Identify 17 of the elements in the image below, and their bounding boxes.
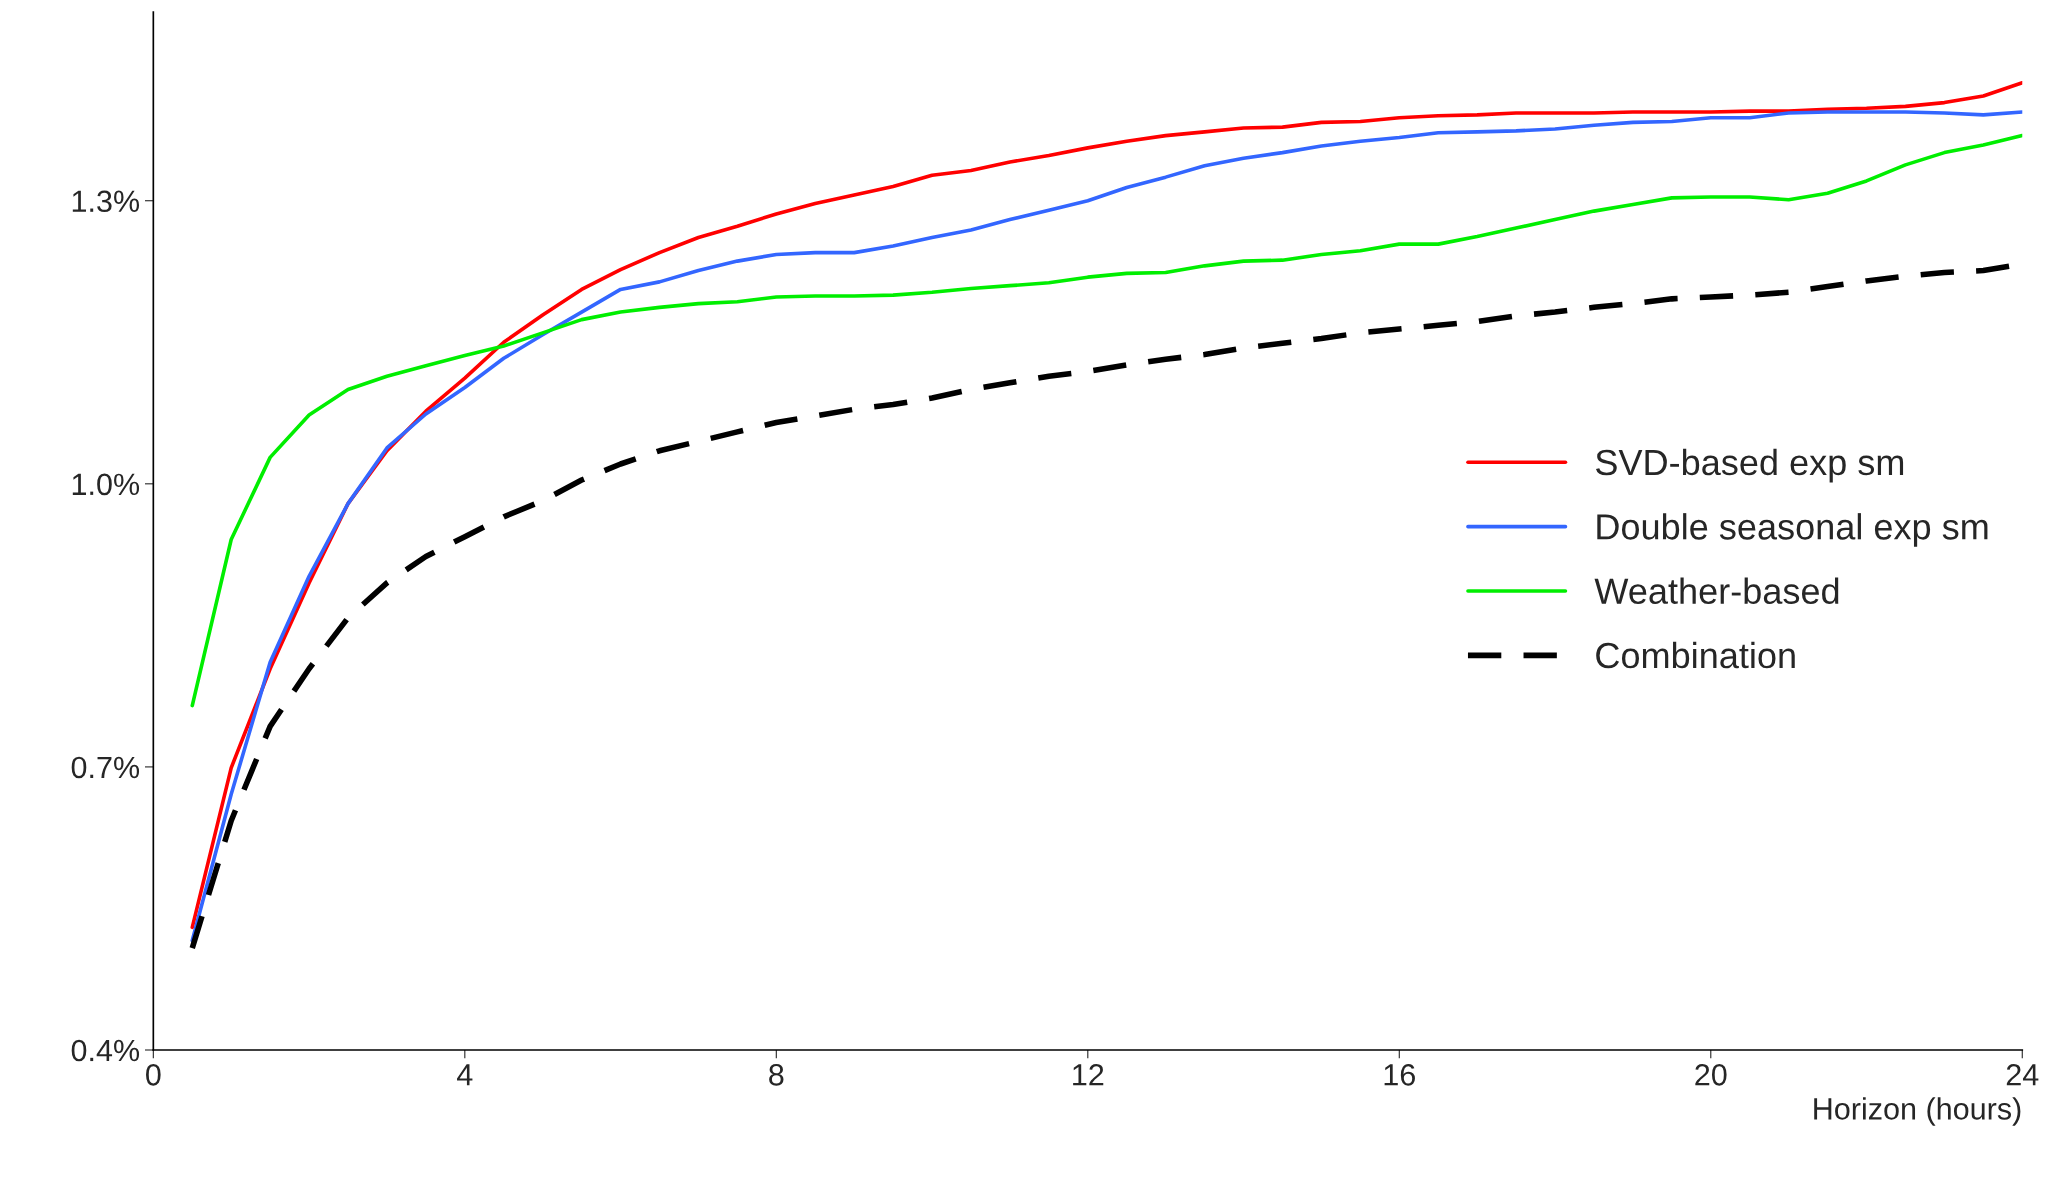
y-tick-label: 1.0% [72, 473, 140, 496]
x-tick-label: 12 [1073, 1064, 1104, 1086]
x-tick-label: 8 [769, 1064, 784, 1086]
line-series [190, 133, 2023, 708]
x-tick-label: 16 [1384, 1064, 1415, 1086]
x-tick-label: 4 [457, 1064, 473, 1086]
y-tick-label: 0.4% [71, 1039, 140, 1062]
y-tick-label: 1.3% [72, 190, 140, 213]
legend-label: SVD-based exp sm [1596, 448, 1904, 483]
y-tick-label: 0.7% [71, 756, 140, 779]
legend-label: Combination [1596, 641, 1795, 669]
legend-label: Double seasonal exp sm [1597, 513, 1988, 547]
x-axis-title: Horizon (hours) [1814, 1097, 2021, 1126]
x-tick-label: 24 [2006, 1064, 2039, 1086]
x-tick-label: 0 [146, 1064, 161, 1086]
legend-label: Weather-based [1594, 577, 1839, 605]
x-tick-label: 20 [1695, 1064, 1727, 1086]
